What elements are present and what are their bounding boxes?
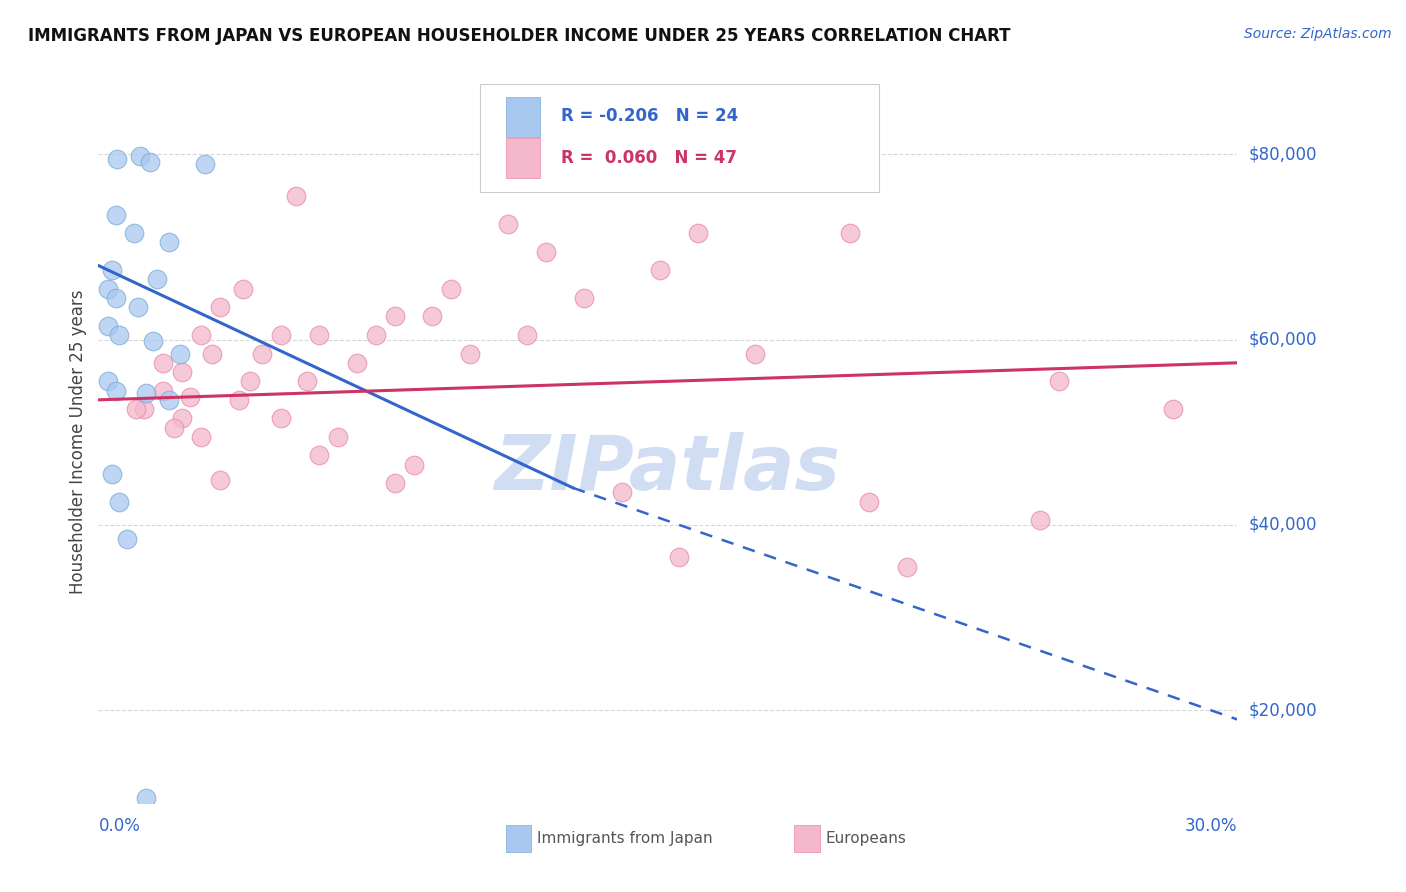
Point	[107, 152, 129, 166]
Point	[190, 328, 212, 343]
Point	[326, 430, 349, 444]
Point	[1047, 375, 1070, 389]
Point	[97, 318, 120, 333]
Point	[208, 300, 231, 314]
Point	[460, 346, 482, 360]
Text: $80,000: $80,000	[1249, 145, 1317, 163]
Point	[157, 235, 180, 250]
Point	[364, 328, 387, 343]
Point	[124, 226, 146, 240]
Point	[1161, 402, 1184, 417]
Point	[152, 384, 174, 398]
Y-axis label: Householder Income Under 25 years: Householder Income Under 25 years	[69, 289, 87, 594]
Bar	[506, 97, 540, 136]
Text: Immigrants from Japan: Immigrants from Japan	[537, 831, 713, 846]
Point	[100, 263, 122, 277]
Bar	[506, 138, 540, 178]
Point	[115, 532, 138, 546]
Point	[270, 328, 292, 343]
Text: $60,000: $60,000	[1249, 331, 1317, 349]
Point	[100, 467, 122, 481]
Point	[896, 559, 918, 574]
Point	[104, 208, 127, 222]
Point	[574, 291, 596, 305]
Point	[170, 411, 193, 425]
Point	[129, 149, 152, 163]
Text: $20,000: $20,000	[1249, 701, 1317, 719]
Point	[422, 310, 444, 324]
Point	[190, 430, 212, 444]
Point	[516, 328, 538, 343]
Point	[201, 346, 224, 360]
Point	[108, 494, 131, 508]
Point	[179, 390, 201, 404]
Point	[108, 328, 131, 343]
Point	[232, 282, 254, 296]
Point	[163, 420, 186, 434]
Point	[250, 346, 273, 360]
Text: Europeans: Europeans	[825, 831, 907, 846]
Point	[239, 375, 262, 389]
Point	[127, 300, 149, 314]
Text: R = -0.206   N = 24: R = -0.206 N = 24	[561, 107, 738, 126]
Point	[498, 217, 520, 231]
Point	[228, 392, 250, 407]
Point	[194, 156, 217, 170]
Point	[146, 272, 169, 286]
Point	[104, 384, 127, 398]
Text: IMMIGRANTS FROM JAPAN VS EUROPEAN HOUSEHOLDER INCOME UNDER 25 YEARS CORRELATION : IMMIGRANTS FROM JAPAN VS EUROPEAN HOUSEH…	[28, 27, 1011, 45]
Point	[125, 402, 148, 417]
Point	[97, 282, 120, 296]
Point	[170, 365, 193, 379]
Point	[297, 375, 319, 389]
Point	[384, 310, 406, 324]
Point	[132, 402, 155, 417]
Point	[270, 411, 292, 425]
Text: 30.0%: 30.0%	[1185, 817, 1237, 835]
Point	[1029, 513, 1052, 527]
Point	[135, 791, 157, 805]
Point	[402, 458, 425, 472]
Point	[97, 375, 120, 389]
Point	[135, 386, 157, 401]
Text: R =  0.060   N = 47: R = 0.060 N = 47	[561, 149, 737, 168]
Point	[157, 392, 180, 407]
Point	[650, 263, 672, 277]
Point	[346, 356, 368, 370]
Point	[612, 485, 634, 500]
Point	[668, 550, 690, 565]
Point	[152, 356, 174, 370]
Text: $40,000: $40,000	[1249, 516, 1317, 534]
FancyBboxPatch shape	[479, 84, 879, 193]
Point	[142, 334, 165, 349]
Point	[308, 449, 330, 463]
Point	[536, 244, 558, 259]
Point	[208, 474, 231, 488]
Point	[858, 494, 880, 508]
Point	[440, 282, 463, 296]
Point	[104, 291, 127, 305]
Point	[169, 346, 191, 360]
Point	[744, 346, 766, 360]
Point	[284, 189, 307, 203]
Point	[384, 476, 406, 491]
Text: 0.0%: 0.0%	[98, 817, 141, 835]
Point	[308, 328, 330, 343]
Text: ZIPatlas: ZIPatlas	[495, 433, 841, 507]
Point	[688, 226, 710, 240]
Point	[138, 154, 160, 169]
Point	[839, 226, 862, 240]
Text: Source: ZipAtlas.com: Source: ZipAtlas.com	[1244, 27, 1392, 41]
